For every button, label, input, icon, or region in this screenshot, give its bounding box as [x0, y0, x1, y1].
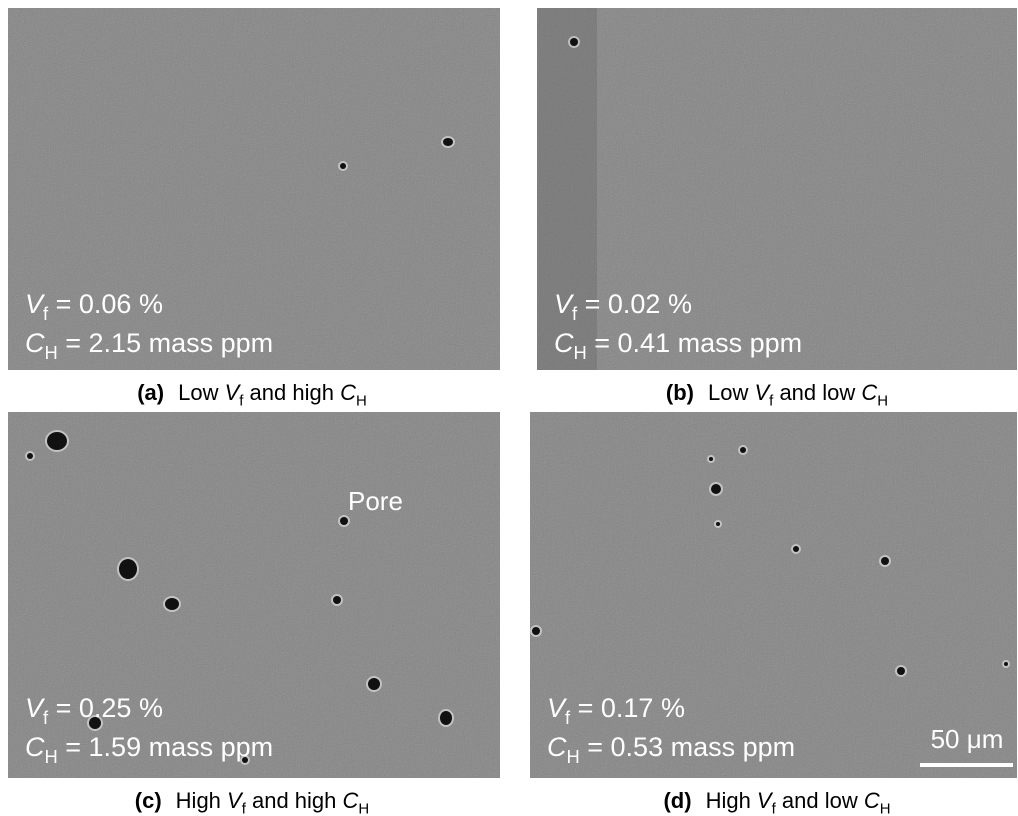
- value: = 0.17 %: [570, 693, 685, 723]
- pore: [1004, 662, 1008, 666]
- pore: [532, 627, 540, 635]
- subscript: H: [574, 342, 587, 363]
- pore: [440, 711, 452, 725]
- caption: (c)High Vf and high CH: [135, 788, 369, 816]
- symbol: C: [547, 732, 567, 762]
- caption: (a)Low Vf and high CH: [137, 380, 367, 410]
- pore: [119, 559, 137, 579]
- caption-start: Low: [708, 380, 754, 405]
- panel: Vf = 0.06 %CH = 2.15 mass ppm(a)Low Vf a…: [8, 8, 500, 410]
- symbol: C: [861, 380, 877, 405]
- quantity-text: CH = 0.41 mass ppm: [554, 328, 802, 363]
- caption-middle: and high: [243, 380, 340, 405]
- pore: [27, 453, 33, 459]
- pore: [709, 457, 713, 461]
- caption: (b)Low Vf and low CH: [666, 380, 888, 410]
- caption-middle: and low: [776, 788, 864, 813]
- value: = 0.25 %: [48, 693, 163, 723]
- symbol: C: [25, 732, 45, 762]
- panel: Vf = 0.25 %CH = 1.59 mass ppm(c)High Vf …: [8, 412, 500, 816]
- symbol: C: [554, 328, 574, 358]
- pore: [711, 484, 721, 494]
- value: = 2.15 mass ppm: [58, 328, 273, 358]
- panel-label: (a): [137, 380, 164, 405]
- caption-start: High: [706, 788, 757, 813]
- quantity-text: CH = 0.53 mass ppm: [547, 732, 795, 767]
- panel-label: (d): [663, 788, 691, 813]
- caption-start: High: [176, 788, 227, 813]
- symbol: C: [343, 788, 359, 813]
- pore: [740, 447, 746, 453]
- caption-middle: and high: [246, 788, 343, 813]
- caption-start: Low: [178, 380, 224, 405]
- value: = 0.02 %: [577, 289, 692, 319]
- panel: Vf = 0.02 %CH = 0.41 mass ppm(b)Low Vf a…: [537, 8, 1017, 410]
- symbol: C: [340, 380, 356, 405]
- pore: [897, 667, 905, 675]
- quantity-text: CH = 1.59 mass ppm: [25, 732, 273, 767]
- subscript: H: [356, 393, 367, 410]
- panel-label: (c): [135, 788, 162, 813]
- figure: Vf = 0.06 %CH = 2.15 mass ppm(a)Low Vf a…: [0, 0, 1018, 816]
- pore: [368, 678, 380, 690]
- value: = 0.06 %: [48, 289, 163, 319]
- micrograph-texture: [8, 412, 500, 778]
- panel-label: (b): [666, 380, 694, 405]
- caption-middle: and low: [773, 380, 861, 405]
- subscript: H: [880, 801, 891, 816]
- symbol: C: [864, 788, 880, 813]
- subscript: H: [45, 342, 58, 363]
- caption: (d)High Vf and low CH: [663, 788, 890, 816]
- pore: [165, 598, 179, 610]
- panel: Vf = 0.17 %CH = 0.53 mass ppm(d)High Vf …: [530, 412, 1017, 816]
- subscript: H: [877, 393, 888, 410]
- subscript: H: [358, 801, 369, 816]
- value: = 1.59 mass ppm: [58, 732, 273, 762]
- scale-bar-label: 50 μm: [931, 724, 1004, 754]
- pore: [340, 517, 348, 525]
- symbol: C: [25, 328, 45, 358]
- pore: [47, 432, 67, 450]
- pore: [793, 546, 799, 552]
- pore: [333, 596, 341, 604]
- pore: [443, 138, 453, 146]
- pore: [570, 38, 578, 46]
- subscript: H: [45, 746, 58, 767]
- pore: [716, 522, 720, 526]
- quantity-text: CH = 2.15 mass ppm: [25, 328, 273, 363]
- pore: [340, 163, 346, 169]
- subscript: H: [567, 746, 580, 767]
- value: = 0.53 mass ppm: [580, 732, 795, 762]
- value: = 0.41 mass ppm: [587, 328, 802, 358]
- pore: [881, 557, 889, 565]
- pore-annotation: Pore: [348, 486, 403, 516]
